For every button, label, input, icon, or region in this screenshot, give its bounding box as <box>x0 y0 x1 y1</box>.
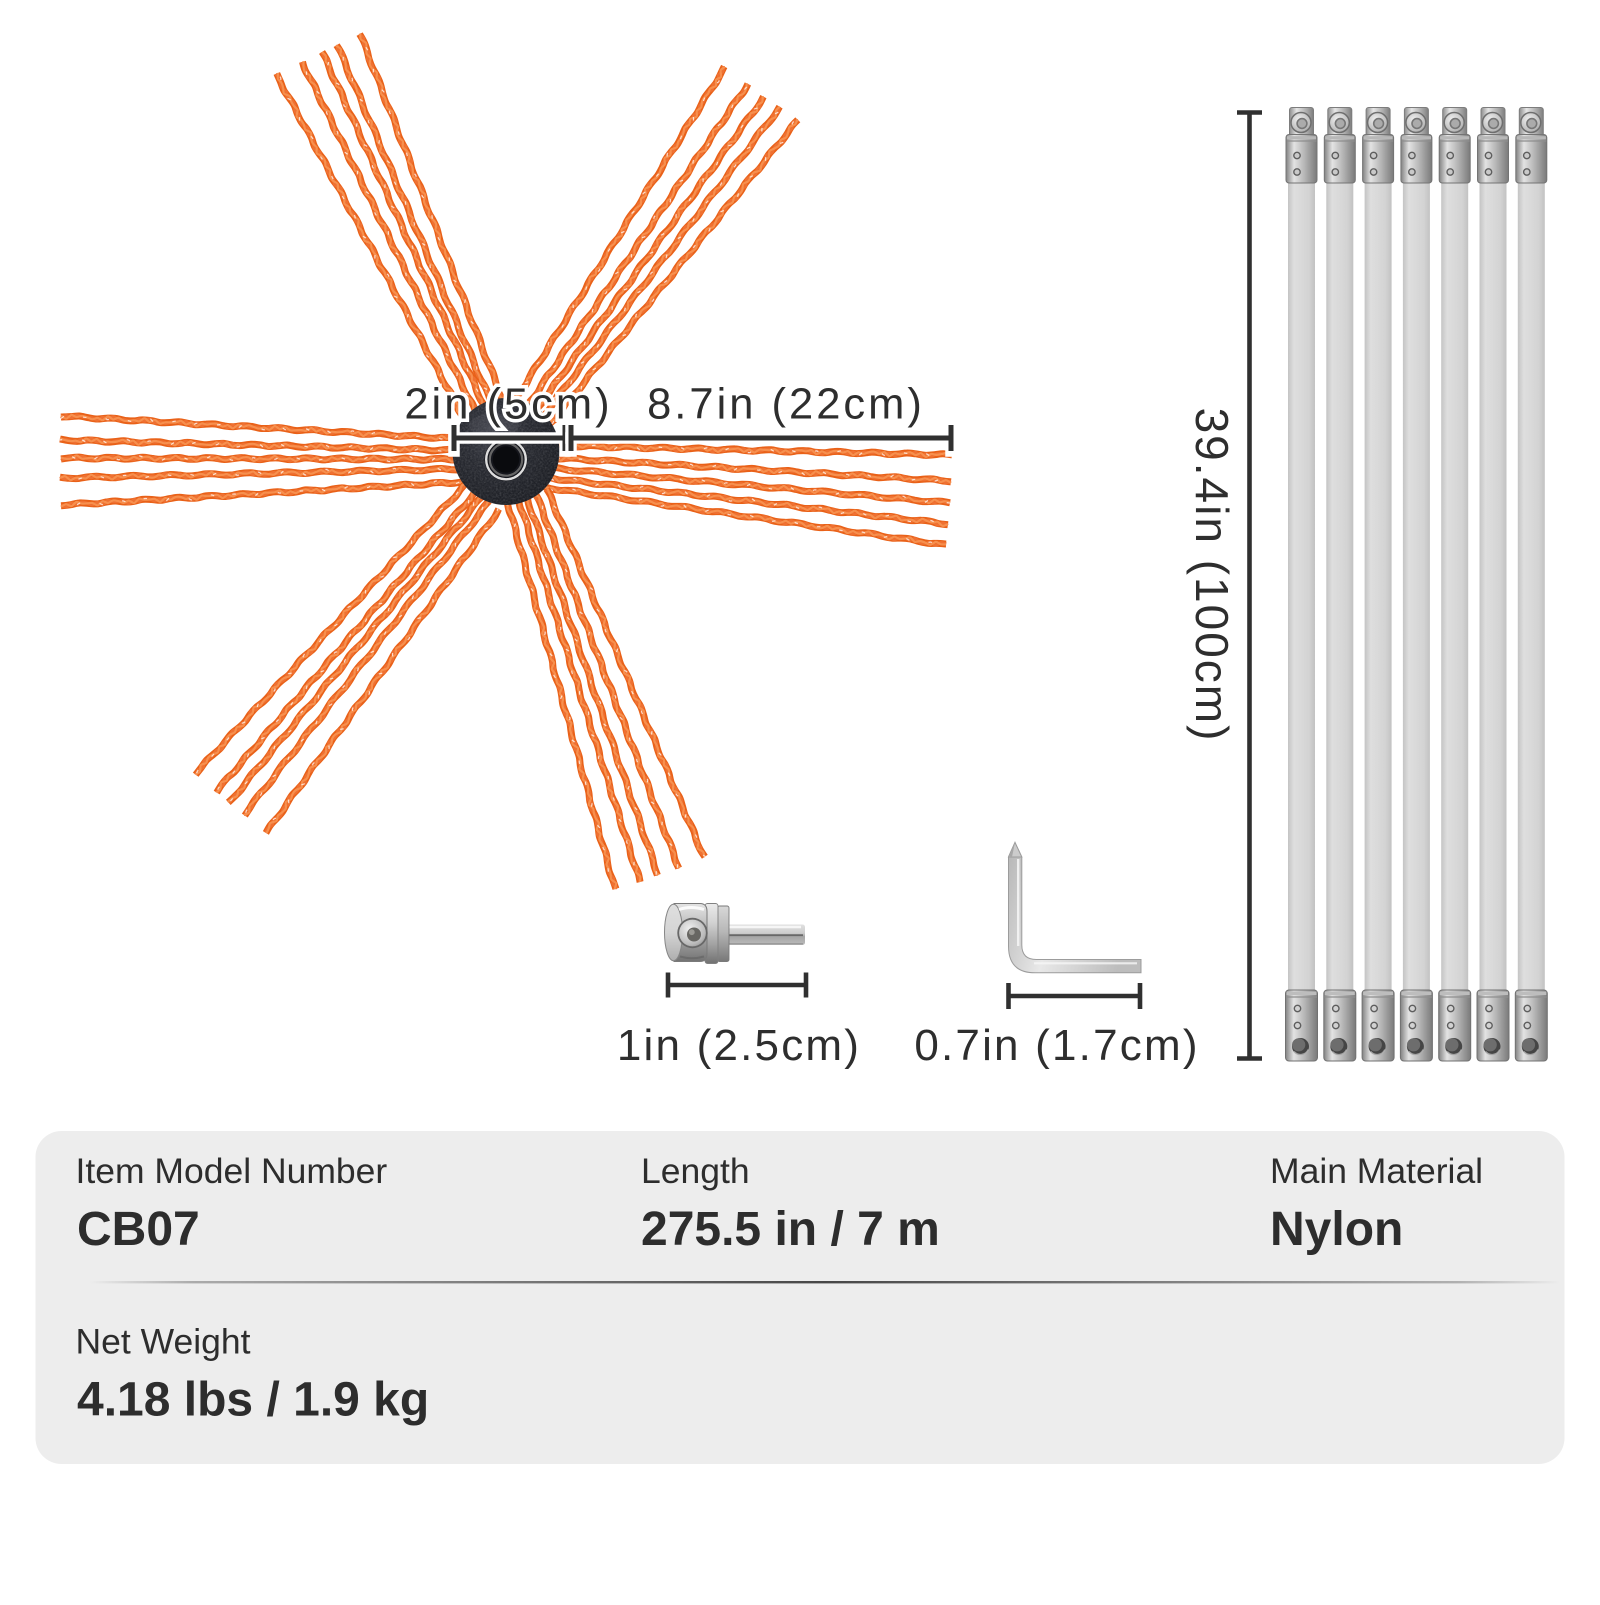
svg-text:Nylon: Nylon <box>1270 1203 1403 1256</box>
svg-text:Item Model Number: Item Model Number <box>76 1151 388 1191</box>
svg-text:CB07: CB07 <box>77 1203 200 1256</box>
svg-text:Net Weight: Net Weight <box>76 1322 251 1362</box>
svg-text:8.7in (22cm): 8.7in (22cm) <box>647 381 925 429</box>
svg-text:2in (5cm): 2in (5cm) <box>404 381 612 429</box>
svg-text:4.18 lbs / 1.9 kg: 4.18 lbs / 1.9 kg <box>77 1374 429 1427</box>
svg-text:0.7in (1.7cm): 0.7in (1.7cm) <box>914 1021 1199 1070</box>
svg-text:39.4in (100cm): 39.4in (100cm) <box>1186 408 1238 743</box>
svg-text:1in (2.5cm): 1in (2.5cm) <box>617 1021 861 1070</box>
svg-text:Length: Length <box>641 1151 750 1191</box>
svg-text:Main Material: Main Material <box>1270 1151 1483 1191</box>
svg-text:275.5 in / 7 m: 275.5 in / 7 m <box>641 1203 940 1256</box>
